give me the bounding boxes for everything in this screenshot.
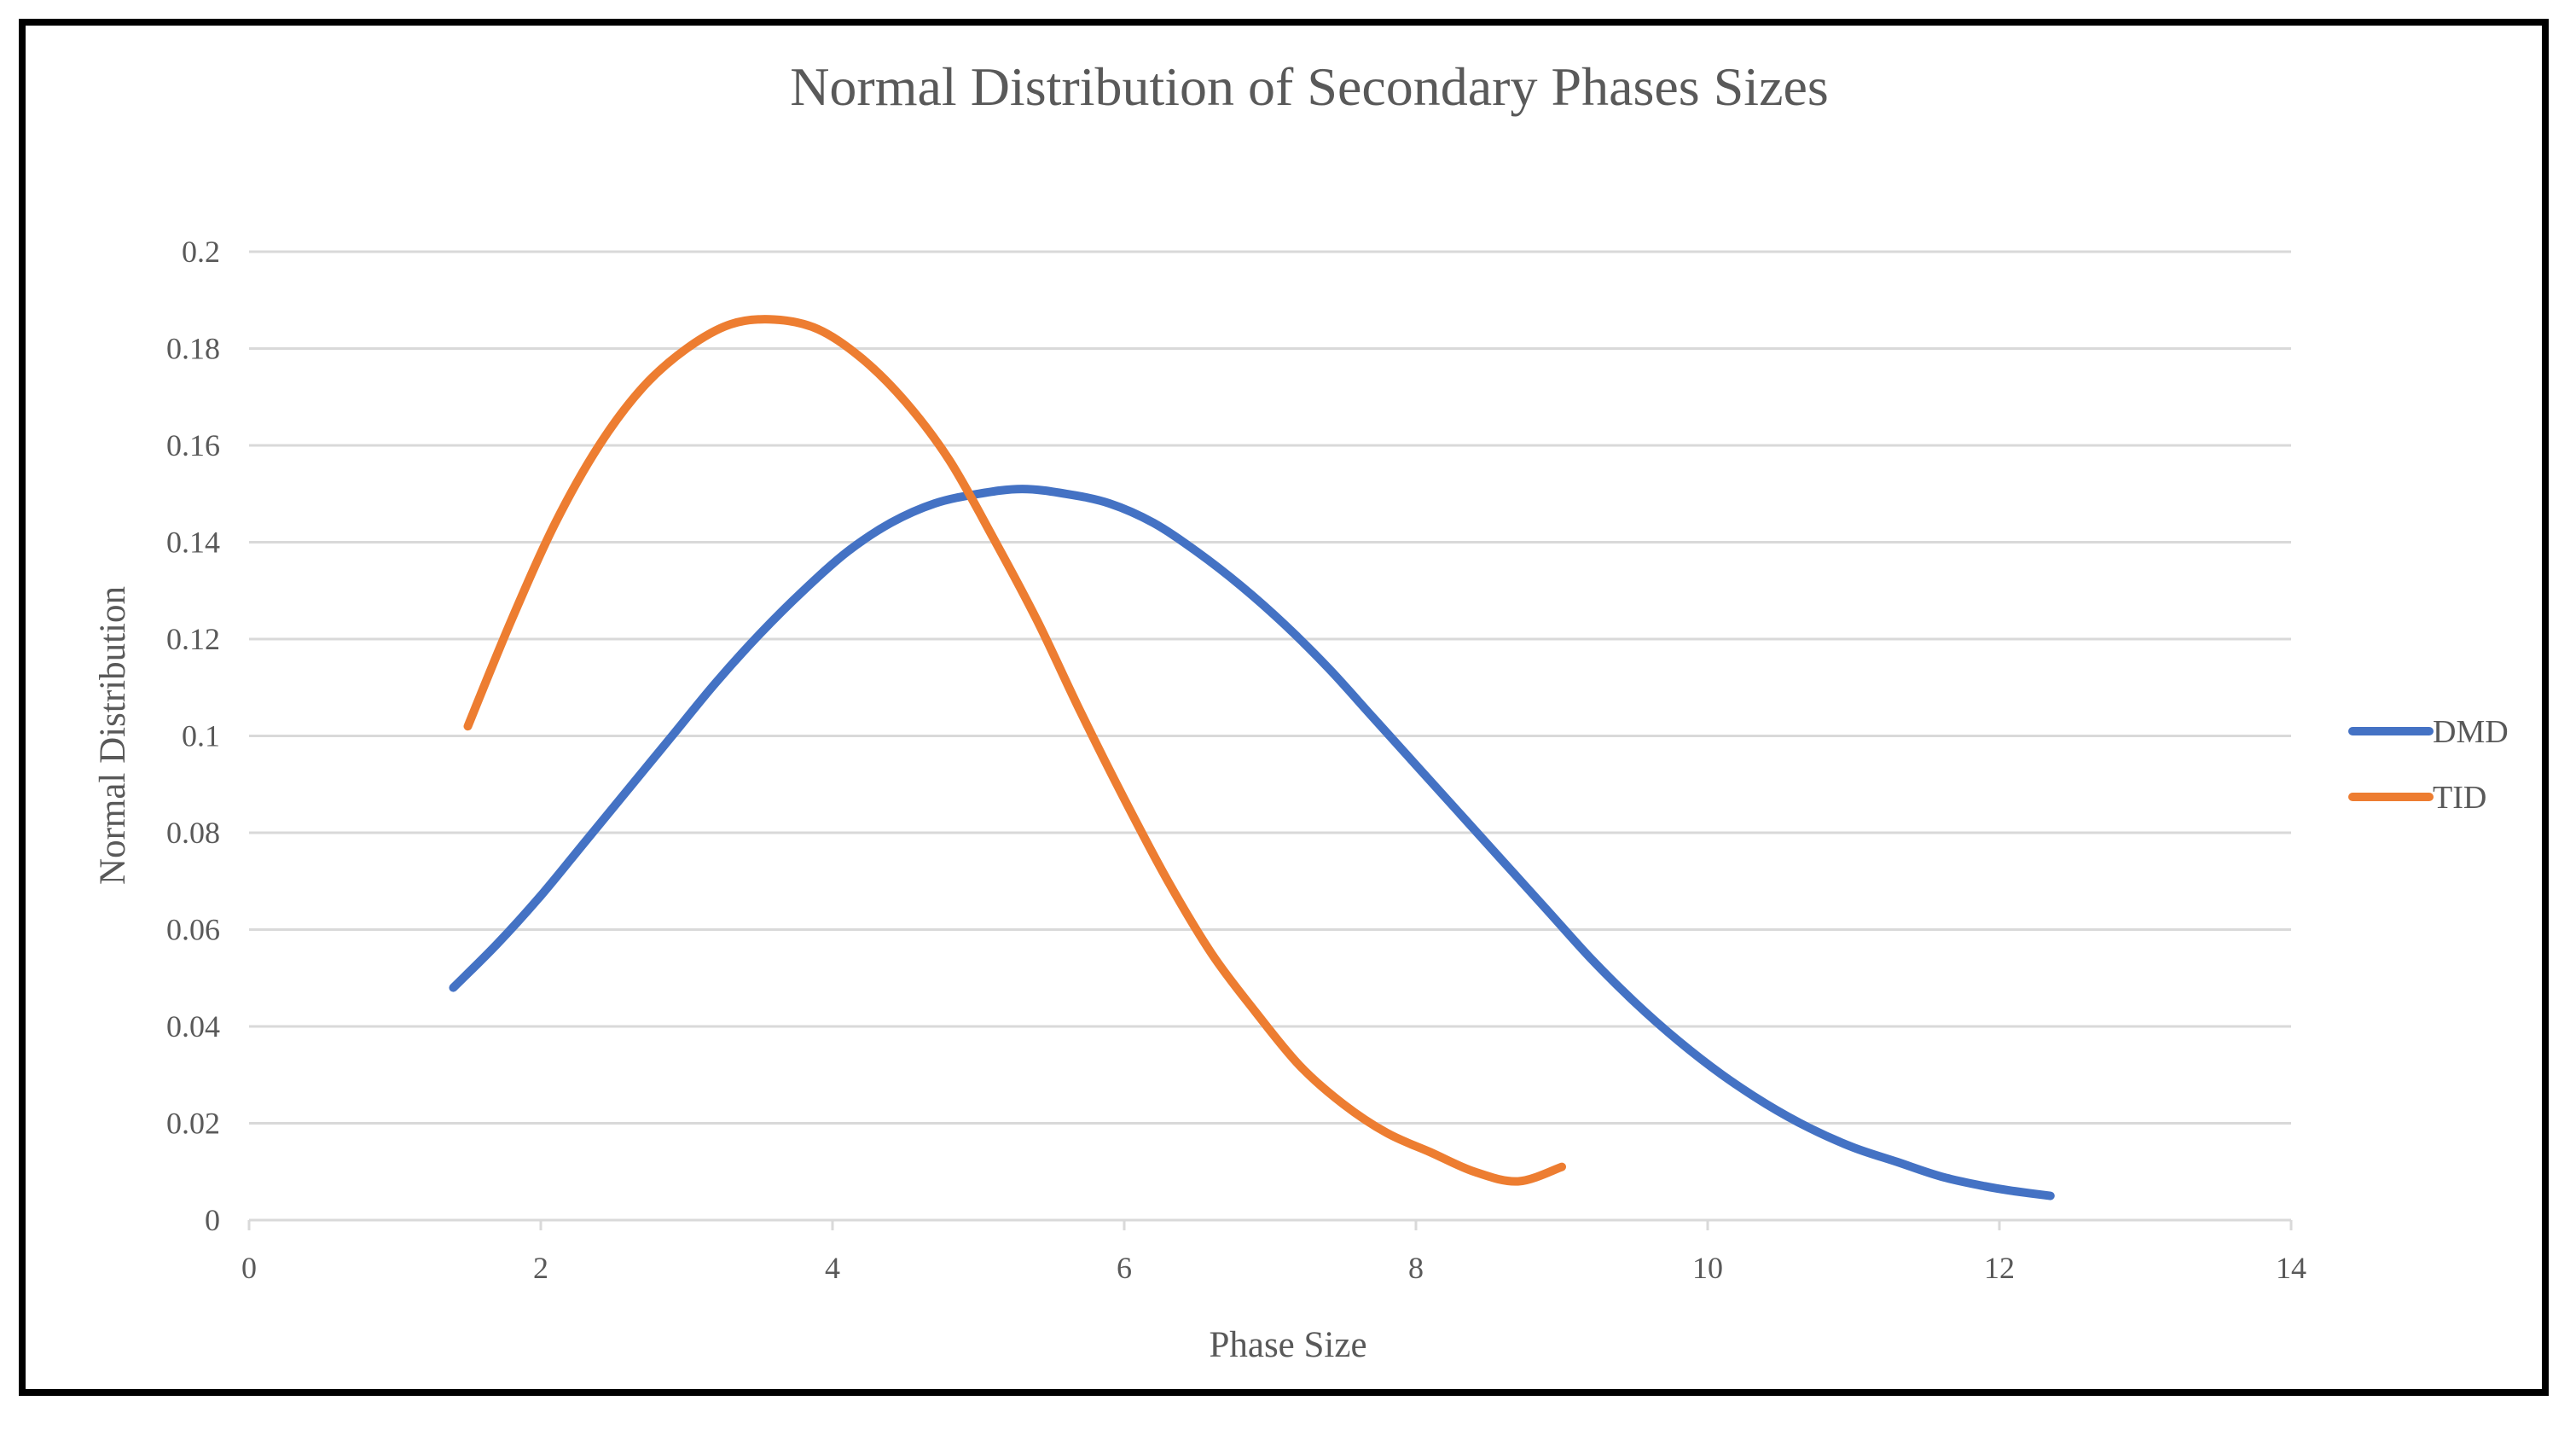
series-line-tid	[463, 315, 1566, 1186]
x-tick-label: 2	[533, 1251, 548, 1285]
x-tick-label: 8	[1408, 1251, 1424, 1285]
x-tick-label: 10	[1692, 1251, 1723, 1285]
y-tick-label: 0.1	[182, 719, 220, 753]
x-tick-label: 4	[825, 1251, 840, 1285]
y-tick-label: 0.04	[166, 1009, 220, 1043]
y-tick-label: 0.06	[166, 913, 220, 947]
legend-label-dmd: DMD	[2433, 714, 2509, 750]
chart-title: Normal Distribution of Secondary Phases …	[790, 56, 1829, 117]
x-tick-label: 0	[241, 1251, 257, 1285]
y-tick-label: 0.02	[166, 1107, 220, 1141]
gridlines	[249, 250, 2291, 1222]
y-tick-label: 0	[205, 1203, 220, 1237]
y-tick-label: 0.18	[166, 332, 220, 366]
x-axis-ticks: 0 2 4 6 8 10 12 14	[241, 1220, 2306, 1285]
x-tick-label: 6	[1117, 1251, 1132, 1285]
y-tick-label: 0.08	[166, 816, 220, 850]
x-axis-title: Phase Size	[1209, 1325, 1366, 1365]
x-tick-label: 12	[1984, 1251, 2015, 1285]
y-tick-label: 0.14	[166, 526, 220, 560]
legend: DMD TID	[2348, 714, 2509, 816]
chart-frame: Normal Distribution of Secondary Phases …	[19, 19, 2549, 1396]
series-lines	[449, 315, 2055, 1200]
x-tick-label: 14	[2276, 1251, 2306, 1285]
y-tick-label: 0.16	[166, 428, 220, 462]
y-axis-ticks: 0 0.02 0.04 0.06 0.08 0.1 0.12 0.14 0.16 0.18 0.2	[166, 235, 220, 1237]
series-line-dmd	[449, 485, 2055, 1200]
line-chart: Normal Distribution of Secondary Phases …	[93, 56, 2509, 1365]
y-tick-label: 0.2	[182, 235, 220, 269]
y-axis-title: Normal Distribution	[93, 586, 133, 885]
legend-label-tid: TID	[2433, 780, 2486, 816]
y-tick-label: 0.12	[166, 622, 220, 656]
